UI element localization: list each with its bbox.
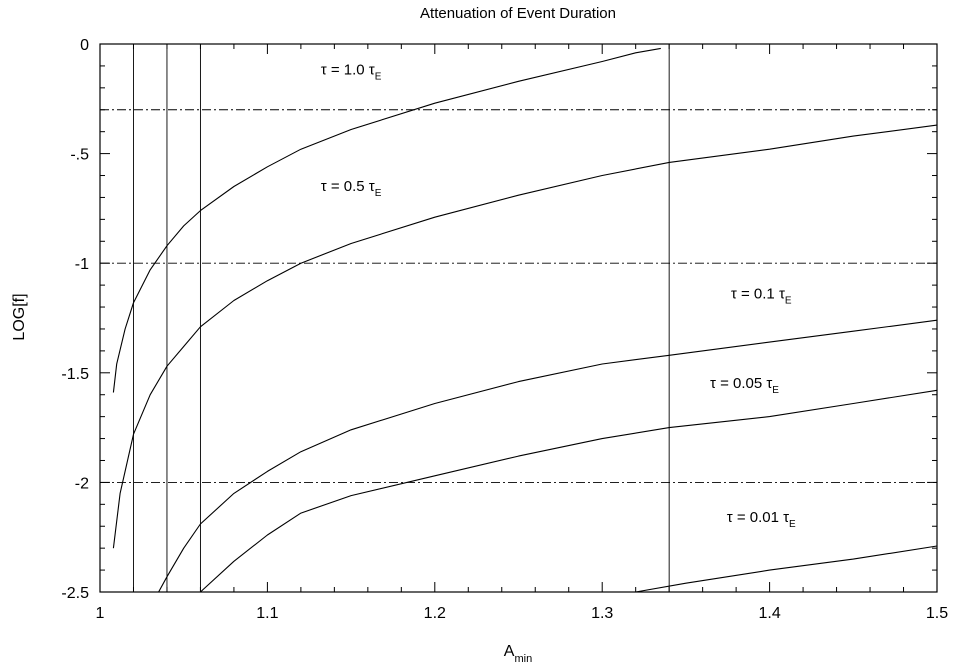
x-axis-label-main: A (504, 643, 515, 660)
series-line-1 (112, 124, 938, 549)
series-label-main: τ = 1.0 τ (321, 62, 375, 79)
reference-lines (100, 44, 937, 592)
series-label-main: τ = 0.5 τ (321, 178, 375, 195)
series-label-2: τ = 0.1 τE (731, 285, 792, 306)
series-label-main: τ = 0.05 τ (710, 375, 772, 392)
series-line-2 (158, 319, 938, 593)
series-label-subscript: E (772, 385, 779, 396)
x-tick-labels: 1 1.1 1.2 1.3 1.4 1.5 (96, 605, 949, 622)
series-label-1: τ = 0.5 τE (321, 178, 382, 199)
series-label-subscript: E (375, 188, 382, 199)
y-tick-label: -2 (75, 475, 89, 492)
series-labels: τ = 1.0 τEτ = 0.5 τEτ = 0.1 τEτ = 0.05 τ… (321, 62, 796, 530)
series-label-subscript: E (789, 519, 796, 530)
series-label-0: τ = 1.0 τE (321, 62, 382, 83)
y-tick-label: 0 (80, 37, 89, 54)
x-tick-label: 1 (96, 605, 105, 622)
x-tick-label: 1.4 (758, 605, 780, 622)
plot-border (99, 43, 938, 593)
series-label-main: τ = 0.1 τ (731, 285, 785, 302)
plot-frame (99, 43, 938, 593)
x-tick-label: 1.2 (424, 605, 446, 622)
x-tick-label: 1.3 (591, 605, 613, 622)
series-line-3 (200, 389, 938, 593)
series-label-4: τ = 0.01 τE (727, 509, 796, 530)
series-label-main: τ = 0.01 τ (727, 509, 789, 526)
series-label-3: τ = 0.05 τE (710, 375, 779, 396)
series-label-subscript: E (375, 72, 382, 83)
y-tick-labels: 0 -.5 -1 -1.5 -2 -2.5 (61, 37, 89, 602)
y-tick-label: -1 (75, 256, 89, 273)
series-line-0 (112, 47, 661, 393)
curves (112, 47, 938, 593)
y-tick-label: -.5 (70, 147, 89, 164)
x-axis-label: Amin (504, 643, 532, 665)
series-line-4 (635, 545, 938, 593)
y-axis-label: LOG[f] (11, 293, 28, 340)
x-axis-label-subscript: min (514, 653, 532, 665)
series-label-subscript: E (785, 295, 792, 306)
x-tick-label: 1.1 (256, 605, 278, 622)
y-tick-label: -2.5 (61, 585, 89, 602)
y-tick-label: -1.5 (61, 366, 89, 383)
chart-title: Attenuation of Event Duration (420, 5, 616, 22)
ticks (99, 43, 938, 593)
x-tick-label: 1.5 (926, 605, 948, 622)
